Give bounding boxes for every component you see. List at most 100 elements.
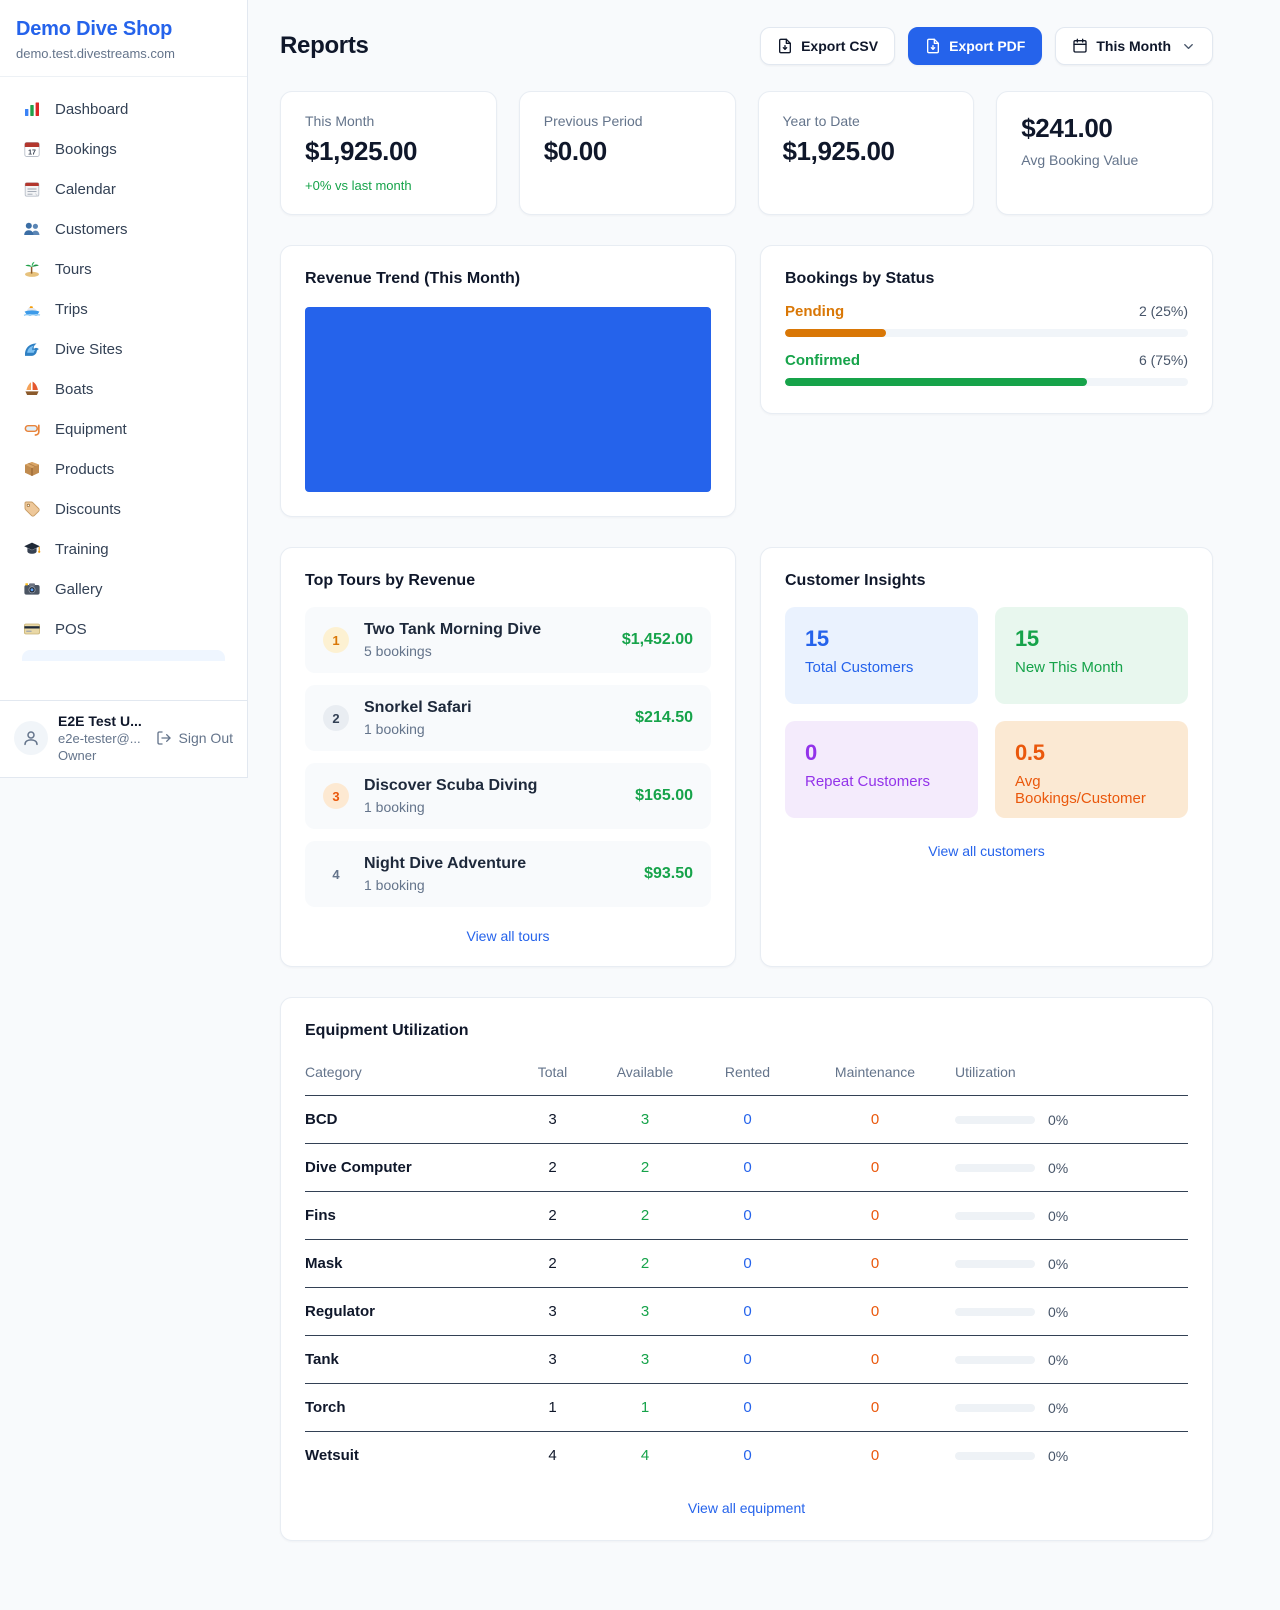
sidebar-item-label: Dashboard	[55, 100, 129, 118]
camera-icon	[22, 579, 42, 599]
log-out-icon	[156, 731, 171, 745]
tile-value: 0	[805, 740, 817, 765]
stat-value: $0.00	[543, 136, 607, 166]
revenue-trend-card: Revenue Trend (This Month)	[280, 245, 736, 517]
sidebar-item-pos[interactable]: POS	[12, 609, 235, 649]
tile-total-customers: 15 Total Customers	[785, 607, 978, 704]
export-pdf-label: Export PDF	[949, 38, 1026, 54]
table-row: Fins 2 2 0 0 0%	[305, 1191, 1188, 1240]
file-down-icon	[779, 38, 792, 54]
stat-card-avg-booking-value: $241.00 Avg Booking Value	[996, 91, 1213, 215]
sidebar-header: Demo Dive Shop demo.test.divestreams.com	[0, 0, 247, 77]
table-row: Mask 2 2 0 0 0%	[305, 1239, 1188, 1288]
shop-name: Demo Dive Shop	[16, 18, 173, 40]
tile-repeat-customers: 0 Repeat Customers	[785, 721, 978, 818]
tour-row: 4 Night Dive Adventure 1 booking $93.50	[305, 841, 711, 907]
tile-value: 0.5	[1015, 740, 1045, 765]
revenue-trend-title: Revenue Trend (This Month)	[305, 270, 521, 287]
stat-value: $1,925.00	[782, 136, 895, 166]
view-all-tours-link[interactable]: View all tours	[466, 928, 550, 944]
header-actions: Export CSV Export PDF This Month	[760, 27, 1213, 65]
equipment-table: Category Total Available Rented Maintena…	[305, 1054, 1188, 1479]
equipment-category: Fins	[305, 1191, 515, 1240]
sidebar-item-customers[interactable]: Customers	[12, 209, 235, 249]
view-all-customers-link[interactable]: View all customers	[928, 843, 1045, 859]
equipment-maintenance: 0	[795, 1383, 955, 1432]
sidebar-item-partial-active[interactable]	[22, 650, 225, 661]
equipment-utilization-card: Equipment Utilization Category Total Ava…	[280, 997, 1213, 1541]
export-csv-label: Export CSV	[801, 38, 879, 54]
rank-badge: 1	[323, 627, 349, 653]
utilization-bar	[955, 1451, 1035, 1460]
sidebar-item-gallery[interactable]: Gallery	[12, 569, 235, 609]
utilization-percent: 0%	[1048, 1447, 1069, 1464]
stat-value: $1,925.00	[305, 136, 418, 166]
sidebar-item-label: POS	[55, 620, 87, 638]
sidebar-item-calendar[interactable]: Calendar	[12, 169, 235, 209]
period-dropdown[interactable]: This Month	[1055, 27, 1213, 65]
top-tours-card: Top Tours by Revenue 1 Two Tank Morning …	[280, 547, 736, 967]
sidebar-item-label: Boats	[55, 380, 94, 398]
sidebar-item-bookings[interactable]: 17 Bookings	[12, 129, 235, 169]
stat-label: This Month	[305, 113, 375, 129]
rank-badge: 3	[323, 783, 349, 809]
sidebar-item-dashboard[interactable]: Dashboard	[12, 89, 235, 129]
bookings-by-status-card: Bookings by Status Pending 2 (25%) Confi…	[760, 245, 1213, 414]
page-header: Reports Export CSV Export PDF This Month	[280, 27, 1213, 65]
stat-card-this-month: This Month $1,925.00 +0% vs last month	[280, 91, 497, 215]
sidebar-item-products[interactable]: Products	[12, 449, 235, 489]
revenue-trend-chart	[305, 307, 711, 492]
calendar-icon	[1073, 38, 1088, 53]
sidebar-item-dive-sites[interactable]: Dive Sites	[12, 329, 235, 369]
desert-island-icon	[22, 259, 42, 279]
equipment-total: 3	[515, 1095, 590, 1144]
tile-label: Repeat Customers	[805, 773, 931, 790]
stat-label: Year to Date	[782, 113, 860, 129]
export-pdf-button[interactable]: Export PDF	[908, 27, 1043, 65]
sidebar-item-trips[interactable]: Trips	[12, 289, 235, 329]
export-csv-button[interactable]: Export CSV	[760, 27, 896, 65]
graduation-cap-icon	[22, 539, 42, 559]
tile-avg-bookings-customer: 0.5 Avg Bookings/Customer	[995, 721, 1188, 818]
sidebar-item-training[interactable]: Training	[12, 529, 235, 569]
equipment-category: Mask	[305, 1239, 515, 1288]
utilization-percent: 0%	[1048, 1255, 1069, 1272]
sidebar-item-discounts[interactable]: Discounts	[12, 489, 235, 529]
sidebar-item-label: Calendar	[55, 180, 116, 198]
sidebar-item-label: Training	[55, 540, 109, 558]
equipment-maintenance: 0	[795, 1335, 955, 1384]
equipment-rented: 0	[700, 1095, 795, 1144]
sidebar-item-label: Dive Sites	[55, 340, 123, 358]
sidebar: Demo Dive Shop demo.test.divestreams.com…	[0, 0, 248, 778]
sidebar-nav: Dashboard 17 Bookings Calendar Customers	[0, 77, 247, 700]
sidebar-item-label: Customers	[55, 220, 128, 238]
tile-label: Total Customers	[805, 659, 914, 676]
tile-label: New This Month	[1015, 659, 1124, 676]
equipment-total: 2	[515, 1239, 590, 1288]
equipment-available: 3	[590, 1095, 700, 1144]
status-bar-fill	[785, 378, 1088, 386]
view-all-equipment-link[interactable]: View all equipment	[687, 1500, 806, 1516]
equipment-total: 2	[515, 1191, 590, 1240]
tour-row: 3 Discover Scuba Diving 1 booking $165.0…	[305, 763, 711, 829]
status-row-confirmed: Confirmed 6 (75%)	[785, 352, 1188, 386]
column-header-available: Available	[590, 1054, 700, 1096]
sailboat-icon	[22, 379, 42, 399]
equipment-total: 3	[515, 1287, 590, 1336]
status-label: Confirmed	[785, 352, 860, 369]
insights-row: Top Tours by Revenue 1 Two Tank Morning …	[280, 547, 1213, 967]
stat-label: Avg Booking Value	[1021, 152, 1139, 168]
charts-row: Revenue Trend (This Month) Bookings by S…	[280, 245, 1213, 517]
water-wave-icon	[22, 339, 42, 359]
status-bar-fill	[785, 329, 886, 337]
sign-out-button[interactable]: Sign Out	[156, 730, 233, 746]
tile-value: 15	[805, 626, 829, 651]
sidebar-item-equipment[interactable]: Equipment	[12, 409, 235, 449]
sidebar-item-tours[interactable]: Tours	[12, 249, 235, 289]
tile-label: Avg Bookings/Customer	[1015, 773, 1146, 807]
notepad-calendar-icon	[22, 179, 42, 199]
equipment-maintenance: 0	[795, 1191, 955, 1240]
equipment-category: Dive Computer	[305, 1143, 515, 1192]
sidebar-item-boats[interactable]: Boats	[12, 369, 235, 409]
equipment-category: BCD	[305, 1095, 515, 1144]
